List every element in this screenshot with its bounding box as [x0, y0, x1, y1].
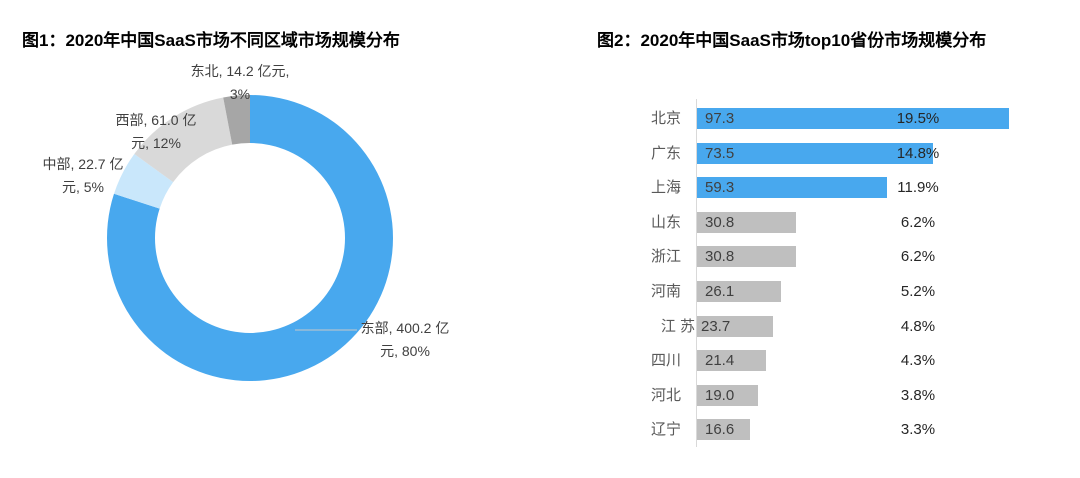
category-label: 河北: [650, 387, 681, 404]
bar: [697, 177, 887, 198]
percent-label: 3.3%: [900, 421, 936, 438]
bar: [697, 350, 766, 371]
category-label: 山东: [650, 214, 681, 231]
donut-label-central: 中部, 22.7 亿 元, 5%: [21, 153, 145, 199]
bar: [697, 108, 1009, 129]
bar: [697, 246, 796, 267]
value-label: 30.8: [705, 248, 735, 265]
category-label: 浙江: [650, 248, 681, 265]
bar-row: 浙江 30.8 6.2%: [651, 246, 1080, 267]
bar-row: 江 苏 23.7 4.8%: [661, 316, 1080, 337]
donut-label-northeast: 东北, 14.2 亿元, 3%: [145, 60, 335, 106]
category-label: 上海: [650, 179, 681, 196]
bar-row: 广东 73.5 14.8%: [651, 143, 1080, 164]
value-label: 23.7: [701, 318, 731, 335]
category-label: 广东: [650, 145, 681, 162]
bar: [697, 385, 758, 406]
value-label: 30.8: [705, 214, 735, 231]
value-label: 59.3: [705, 179, 735, 196]
vertical-axis-line: [696, 99, 697, 447]
value-label: 19.0: [705, 387, 735, 404]
donut-label-line: 元, 12%: [131, 135, 181, 151]
percent-label: 5.2%: [900, 283, 936, 300]
category-label: 辽宁: [650, 421, 681, 438]
donut-label-east: 东部, 400.2 亿 元, 80%: [343, 317, 467, 363]
percent-label: 4.8%: [900, 318, 936, 335]
percent-label: 6.2%: [900, 214, 936, 231]
bar: [697, 316, 773, 337]
donut-slice-east: [107, 95, 394, 381]
bar-row: 河北 19.0 3.8%: [651, 385, 1080, 406]
bar-row: 辽宁 16.6 3.3%: [651, 419, 1080, 440]
bar: [697, 212, 796, 233]
donut-label-line: 东部, 400.2 亿: [360, 320, 450, 336]
donut-label-line: 3%: [229, 86, 251, 102]
percent-label: 19.5%: [896, 110, 940, 127]
category-label: 河南: [650, 283, 681, 300]
donut-slice-central: [114, 153, 174, 209]
value-label: 97.3: [705, 110, 735, 127]
percent-label: 11.9%: [897, 179, 939, 196]
donut-label-line: 东北, 14.2 亿元,: [190, 63, 290, 79]
percent-label: 4.3%: [900, 352, 936, 369]
value-label: 16.6: [705, 421, 735, 438]
donut-label-line: 元, 5%: [61, 179, 104, 195]
bar-plot-area: 北京 97.3 19.5% 广东 73.5 14.8% 上海 59.3 11.9% 山东 30.8 6…: [651, 108, 1080, 456]
donut-label-west: 西部, 61.0 亿 元, 12%: [94, 109, 218, 155]
percent-label: 14.8%: [896, 145, 940, 162]
category-label: 四川: [650, 352, 681, 369]
bar: [697, 419, 750, 440]
bar: [697, 281, 781, 302]
bar-row: 四川 21.4 4.3%: [651, 350, 1080, 371]
percent-label: 3.8%: [900, 387, 936, 404]
value-label: 26.1: [705, 283, 735, 300]
figure2-title: 图2：2020年中国SaaS市场top10省份市场规模分布: [597, 31, 987, 50]
value-label: 73.5: [705, 145, 735, 162]
donut-label-line: 中部, 22.7 亿: [42, 156, 124, 172]
category-label: 江 苏: [660, 318, 695, 335]
donut-label-line: 西部, 61.0 亿: [115, 112, 197, 128]
percent-label: 6.2%: [900, 248, 936, 265]
donut-slice-west: [134, 97, 233, 183]
bar-row: 河南 26.1 5.2%: [651, 281, 1080, 302]
donut-slice-northeast: [223, 95, 250, 145]
bar-row: 上海 59.3 11.9%: [651, 177, 1080, 198]
bar: [697, 143, 933, 164]
donut-chart: [107, 95, 394, 381]
value-label: 21.4: [705, 352, 735, 369]
bar-row: 北京 97.3 19.5%: [651, 108, 1080, 129]
figure1-title: 图1：2020年中国SaaS市场不同区域市场规模分布: [22, 31, 400, 50]
bar-row: 山东 30.8 6.2%: [651, 212, 1080, 233]
donut-label-line: 元, 80%: [380, 343, 430, 359]
category-label: 北京: [650, 110, 681, 127]
